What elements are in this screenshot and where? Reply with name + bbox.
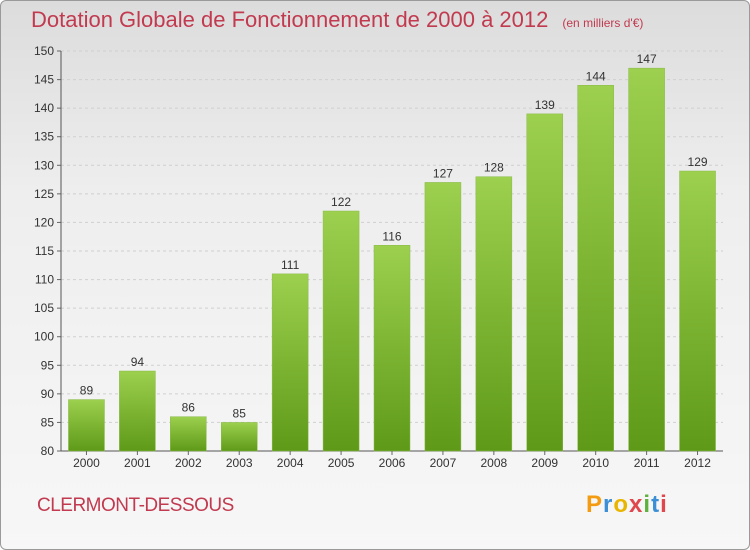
bar bbox=[628, 67, 665, 452]
y-tick-label: 150 bbox=[34, 44, 54, 58]
bar-value-label: 139 bbox=[535, 98, 555, 112]
bar-value-label: 94 bbox=[131, 355, 145, 369]
bar-value-label: 85 bbox=[233, 406, 247, 420]
bar bbox=[526, 113, 564, 452]
bar bbox=[68, 399, 105, 452]
x-tick-label: 2010 bbox=[582, 456, 609, 470]
bar-value-label: 128 bbox=[484, 161, 504, 175]
bar bbox=[577, 85, 614, 452]
bar bbox=[424, 182, 462, 452]
bar-value-label: 147 bbox=[637, 52, 657, 66]
logo-letter: i bbox=[643, 491, 652, 518]
bar bbox=[373, 245, 411, 452]
x-tick-label: 2003 bbox=[226, 456, 253, 470]
bar-value-label: 86 bbox=[182, 401, 196, 415]
x-tick-label: 2001 bbox=[124, 456, 151, 470]
y-tick-label: 95 bbox=[41, 358, 55, 372]
x-tick-label: 2007 bbox=[430, 456, 457, 470]
logo-letter: t bbox=[651, 491, 661, 518]
chart-title: Dotation Globale de Fonctionnement de 20… bbox=[31, 7, 643, 33]
y-tick-label: 140 bbox=[34, 101, 54, 115]
y-tick-label: 110 bbox=[35, 273, 54, 287]
bar-value-label: 122 bbox=[331, 195, 351, 209]
x-tick-label: 2000 bbox=[73, 456, 100, 470]
y-tick-label: 125 bbox=[34, 187, 54, 201]
y-tick-label: 100 bbox=[34, 330, 54, 344]
y-tick-label: 145 bbox=[34, 73, 54, 87]
bar-value-label: 127 bbox=[433, 166, 453, 180]
x-tick-label: 2005 bbox=[328, 456, 355, 470]
bar bbox=[679, 170, 716, 452]
x-tick-label: 2011 bbox=[634, 456, 660, 470]
y-tick-label: 90 bbox=[41, 387, 55, 401]
x-tick-label: 2012 bbox=[684, 456, 711, 470]
bar bbox=[271, 273, 309, 452]
y-tick-label: 80 bbox=[41, 444, 55, 458]
unit-label: (en milliers d'€) bbox=[562, 16, 644, 30]
bar-value-label: 111 bbox=[281, 258, 300, 272]
bar-value-label: 116 bbox=[382, 229, 401, 243]
logo-letter: i bbox=[660, 491, 668, 518]
x-tick-label: 2004 bbox=[277, 456, 304, 470]
logo-letter: r bbox=[603, 491, 614, 518]
y-tick-label: 85 bbox=[41, 415, 55, 429]
bar-value-label: 89 bbox=[80, 384, 94, 398]
logo-letter: P bbox=[586, 491, 604, 518]
title-text: Dotation Globale de Fonctionnement de 20… bbox=[31, 7, 549, 32]
y-tick-label: 130 bbox=[34, 158, 54, 172]
bar bbox=[170, 416, 207, 452]
bar bbox=[119, 370, 156, 452]
proxiti-logo: Proxiti bbox=[586, 491, 668, 519]
y-tick-label: 105 bbox=[34, 301, 54, 315]
y-tick-label: 115 bbox=[35, 244, 54, 258]
x-tick-label: 2006 bbox=[379, 456, 406, 470]
bar-value-label: 144 bbox=[586, 69, 606, 83]
town-name: CLERMONT-DESSOUS bbox=[37, 495, 234, 516]
bar bbox=[475, 176, 513, 452]
x-tick-label: 2009 bbox=[531, 456, 558, 470]
bar-value-label: 129 bbox=[688, 155, 708, 169]
bar bbox=[220, 422, 258, 452]
logo-letter: x bbox=[629, 491, 644, 518]
y-tick-label: 120 bbox=[34, 215, 54, 229]
x-tick-label: 2002 bbox=[175, 456, 202, 470]
logo-letter: o bbox=[613, 491, 630, 518]
bar bbox=[322, 210, 360, 452]
x-tick-label: 2008 bbox=[480, 456, 507, 470]
y-tick-label: 135 bbox=[34, 130, 54, 144]
